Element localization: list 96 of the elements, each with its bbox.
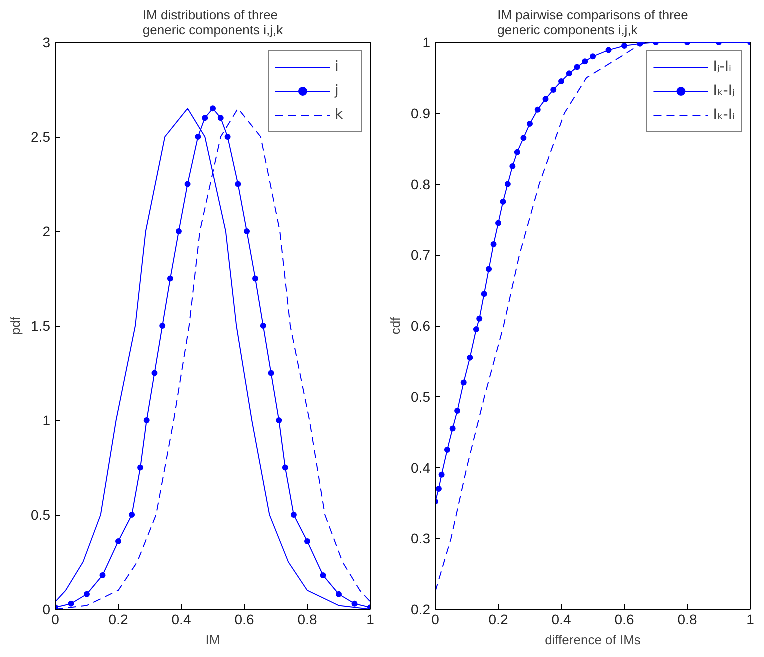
y-tick-label: 0.2 (411, 602, 431, 618)
x-tick-label: 0.8 (678, 612, 698, 628)
point (290, 512, 297, 518)
chart-title: IM pairwise comparisons of three generic components i,j,k (498, 8, 688, 38)
point (550, 86, 557, 93)
point (481, 291, 488, 298)
point (244, 228, 250, 234)
y-tick-label: 2 (42, 224, 51, 240)
y-tick-label: 0.4 (411, 460, 431, 476)
point (444, 447, 450, 454)
point (486, 266, 492, 272)
point (336, 591, 342, 598)
x-tick-label: 0.4 (552, 612, 572, 628)
point (582, 58, 588, 65)
point (436, 486, 442, 492)
point (510, 164, 516, 170)
point (235, 181, 242, 188)
point (160, 323, 166, 329)
point (520, 135, 527, 142)
point (100, 572, 106, 578)
y-tick-label: 0.9 (411, 105, 431, 122)
point (202, 115, 208, 122)
x-tick-label: 0.6 (614, 612, 634, 628)
point (558, 78, 564, 84)
point (496, 220, 502, 226)
x-tick-label: 1 (746, 612, 755, 628)
point (184, 181, 191, 188)
point (476, 316, 483, 322)
x-tick-label: 0.2 (108, 612, 128, 628)
point (352, 600, 358, 607)
point (467, 354, 474, 361)
point (68, 600, 74, 607)
point (490, 242, 497, 248)
point (84, 591, 90, 598)
x-tick-label: 0.8 (298, 612, 318, 628)
point (268, 370, 274, 376)
point (210, 106, 216, 112)
point (566, 70, 572, 77)
y-tick-label: 1 (422, 34, 431, 50)
point (473, 326, 480, 333)
legend-label: Iₖ-Iᵢ (713, 107, 735, 123)
point (167, 276, 174, 282)
legend-label: Iⱼ-Iᵢ (713, 59, 732, 75)
x-tick-label: 1 (366, 612, 375, 628)
point (138, 464, 144, 471)
point (438, 472, 445, 478)
point (144, 418, 150, 424)
point (534, 106, 541, 113)
point (500, 198, 506, 205)
point (252, 276, 259, 282)
y-tick-label: 2.5 (31, 129, 51, 145)
y-tick-label: 0.3 (411, 530, 431, 547)
point (606, 47, 612, 54)
point (152, 370, 158, 376)
x-axis-title: difference of IMs (545, 632, 642, 648)
y-axis-title: pdf (8, 316, 24, 336)
legend-label: j (335, 83, 340, 99)
point (129, 512, 136, 518)
point (195, 134, 202, 140)
point (514, 149, 520, 156)
point (176, 228, 182, 234)
x-tick-label: 0.4 (172, 612, 192, 628)
point (304, 538, 310, 544)
y-tick-label: 0.5 (31, 507, 51, 523)
x-axis-title: IM (206, 632, 220, 648)
point (276, 418, 282, 424)
y-tick-label: 0.8 (411, 176, 431, 192)
y-tick-label: 0 (42, 602, 51, 618)
y-tick-label: 1.5 (31, 318, 51, 334)
point (460, 380, 467, 386)
point (454, 408, 461, 414)
x-tick-label: 0.6 (234, 612, 254, 628)
point (504, 181, 511, 188)
point (574, 64, 580, 70)
y-tick-label: 0.5 (411, 388, 431, 405)
y-axis-title: cdf (388, 316, 404, 335)
point (320, 572, 326, 578)
x-tick-label: 0.2 (488, 612, 508, 628)
point (622, 43, 628, 50)
point (590, 54, 596, 60)
point (542, 96, 549, 102)
chart-title: IM distributions of three generic components i,j,k (142, 8, 284, 38)
y-tick-label: 0.7 (411, 247, 431, 264)
y-tick-label: 1 (42, 412, 51, 428)
legend-label: Iₖ-Iⱼ (713, 83, 735, 99)
point (260, 323, 266, 329)
y-tick-label: 0.6 (411, 318, 431, 334)
y-tick-label: 3 (42, 34, 51, 50)
point (450, 426, 456, 432)
point (116, 538, 122, 544)
point (218, 115, 224, 122)
point (282, 464, 288, 471)
legend-label: k (335, 107, 344, 123)
point (224, 134, 231, 140)
legend-label: i (335, 59, 340, 75)
point (527, 121, 533, 127)
